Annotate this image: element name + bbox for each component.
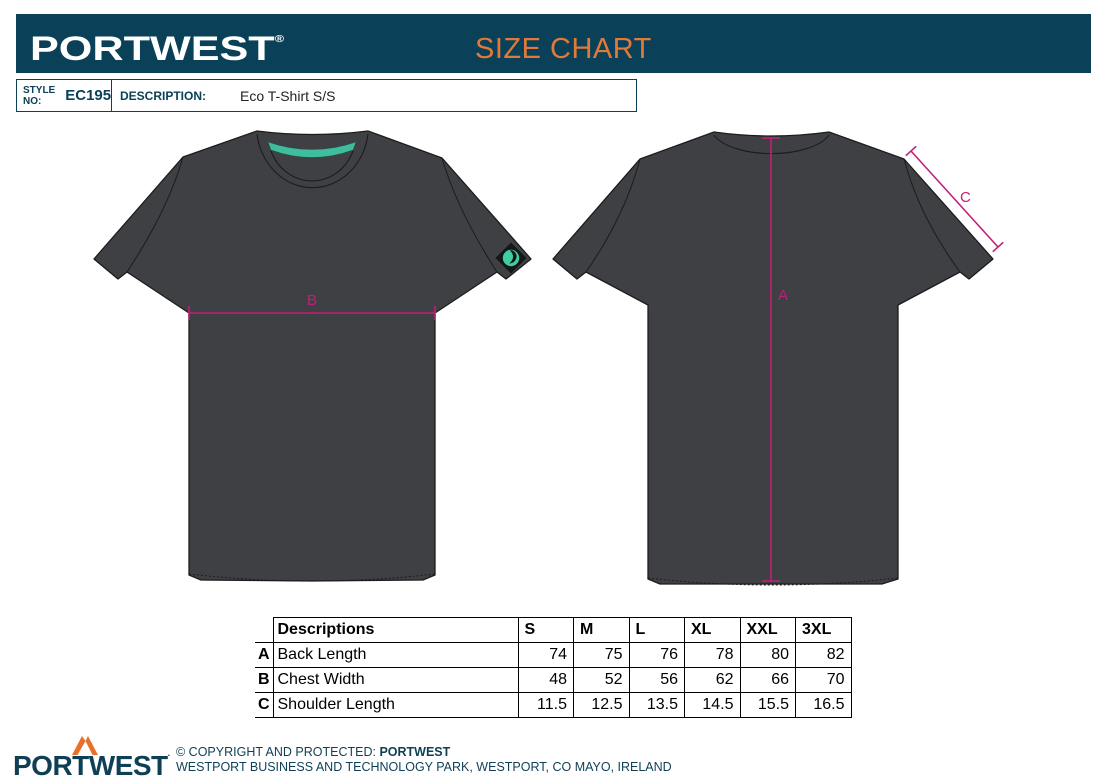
svg-text:A: A [778, 287, 788, 304]
svg-text:C: C [960, 189, 971, 206]
svg-text:B: B [307, 292, 317, 309]
